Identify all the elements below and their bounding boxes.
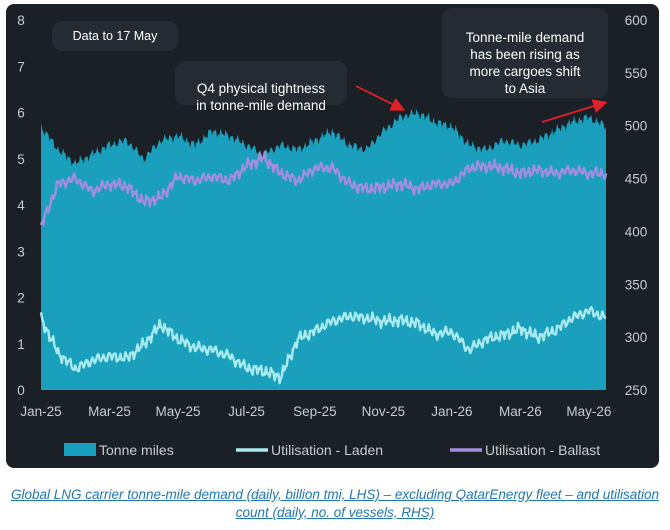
y-left-tick-label: 2 [17,291,25,306]
legend-label-tonne-miles: Tonne miles [99,442,174,458]
legend-label-laden: Utilisation - Laden [271,442,383,458]
y-right-tick-label: 550 [625,66,648,81]
q4-callout: Q4 physical tightness in tonne-mile dema… [175,61,347,113]
y-right-tick-label: 400 [625,224,648,239]
y-right-tick-label: 500 [625,119,648,134]
y-left-tick-label: 0 [17,383,25,398]
series-laden-line [39,306,607,385]
legend-label-ballast: Utilisation - Ballast [485,442,600,458]
y-right-tick-label: 350 [625,277,648,292]
asia-callout: Tonne-mile demand has been rising as mor… [442,8,608,98]
y-left-tick-label: 6 [17,106,25,121]
x-tick-label: Jul-25 [228,404,265,419]
data-note-text: Data to 17 May [72,29,158,43]
y-right-tick-label: 450 [625,172,648,187]
asia-callout-text: Tonne-mile demand has been rising as mor… [465,30,585,96]
series-tonne-miles-area [41,108,606,390]
y-right-tick-label: 250 [625,383,648,398]
q4-arrow [355,85,406,111]
x-tick-label: Sep-25 [293,404,337,419]
q4-callout-text: Q4 physical tightness in tonne-mile dema… [196,81,326,113]
x-tick-label: Jan-26 [431,404,472,419]
x-tick-label: Mar-26 [499,404,542,419]
y-left-tick-label: 8 [17,13,25,28]
x-tick-label: May-25 [155,404,200,419]
y-left-tick-label: 5 [17,152,25,167]
y-left-tick-label: 4 [17,198,25,213]
asia-arrow [541,99,608,123]
y-right-tick-label: 300 [625,330,648,345]
legend-swatch-tonne-miles [64,443,96,456]
x-tick-label: May-26 [566,404,611,419]
y-right-tick-label: 600 [625,13,648,28]
x-tick-label: Mar-25 [88,404,131,419]
x-tick-label: Jan-25 [20,404,61,419]
x-tick-label: Nov-25 [362,404,406,419]
chart-caption: Global LNG carrier tonne-mile demand (da… [10,487,660,520]
series-ballast-line [39,150,608,226]
data-note-callout: Data to 17 May [52,21,178,51]
y-left-tick-label: 1 [17,337,25,352]
y-left-tick-label: 7 [17,59,25,74]
y-left-tick-label: 3 [17,244,25,259]
chart: 0 1 2 3 4 5 6 7 8 250 300 350 400 450 500 550 600 Jan-25 M… [17,13,648,458]
